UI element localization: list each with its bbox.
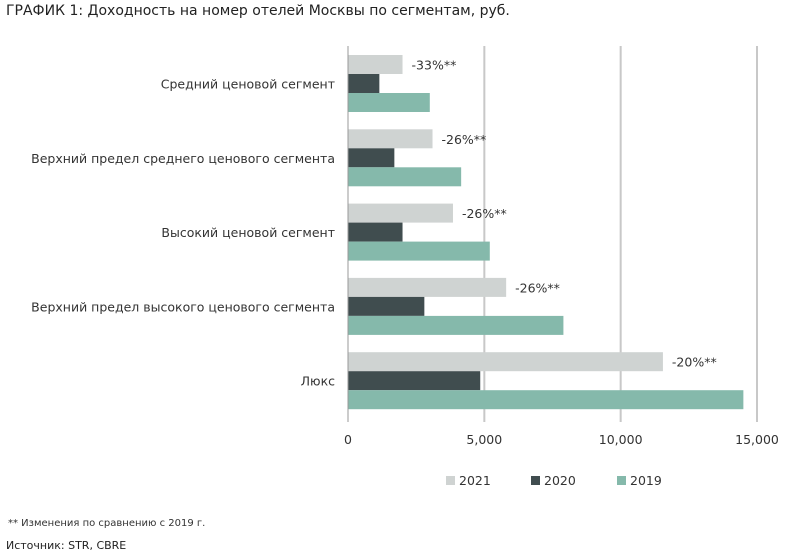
bar-2021-3	[348, 203, 453, 223]
change-annotation: -26%**	[462, 206, 507, 221]
bar-2019-5	[348, 390, 744, 410]
bar-2019-2	[348, 167, 462, 187]
change-annotation: -26%**	[515, 280, 560, 295]
bar-2020-2	[348, 148, 395, 168]
change-annotation: -20%**	[672, 355, 717, 370]
bar-2021-2	[348, 129, 433, 149]
category-label: Верхний предел среднего ценового сегмент…	[31, 151, 335, 166]
x-tick-label: 0	[344, 432, 352, 447]
change-annotation: -33%**	[412, 58, 457, 73]
legend-label: 2021	[459, 473, 491, 488]
x-tick-label: 10,000	[599, 432, 643, 447]
bar-2021-1	[348, 55, 403, 74]
bar-2019-1	[348, 93, 430, 112]
bar-2020-4	[348, 296, 425, 316]
bar-2019-4	[348, 315, 564, 335]
chart-title: ГРАФИК 1: Доходность на номер отелей Мос…	[6, 3, 510, 19]
bar-2021-4	[348, 277, 507, 297]
footnote: ** Изменения по сравнению с 2019 г.	[8, 518, 206, 529]
legend-swatch-2019	[617, 476, 626, 485]
source-note: Источник: STR, CBRE	[6, 539, 127, 552]
bar-2020-3	[348, 222, 403, 242]
legend-swatch-2020	[531, 476, 540, 485]
bar-2019-3	[348, 241, 490, 261]
category-label: Верхний предел высокого ценового сегмент…	[31, 299, 335, 314]
bar-2020-1	[348, 74, 380, 93]
legend-label: 2019	[630, 473, 662, 488]
bar-2021-5	[348, 352, 663, 372]
bar-2020-5	[348, 371, 481, 391]
category-label: Люкс	[301, 374, 335, 389]
legend-swatch-2021	[446, 476, 455, 485]
change-annotation: -26%**	[442, 132, 487, 147]
legend-label: 2020	[544, 473, 576, 488]
x-tick-label: 15,000	[735, 432, 779, 447]
category-label: Средний ценовой сегмент	[161, 77, 335, 92]
x-tick-label: 5,000	[466, 432, 502, 447]
category-label: Высокий ценовой сегмент	[161, 225, 335, 240]
